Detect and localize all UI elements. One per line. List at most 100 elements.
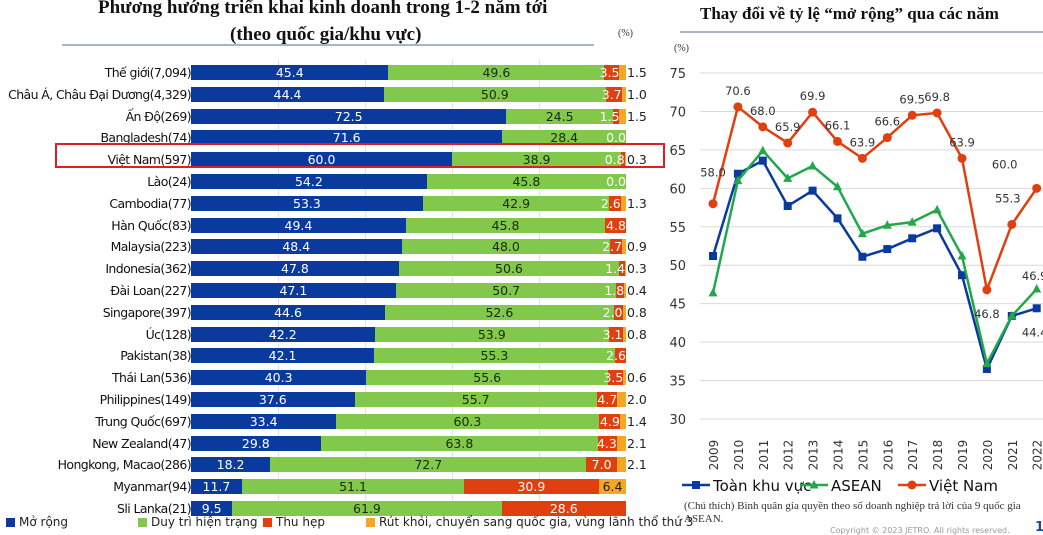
bar-segment: [191, 86, 385, 102]
data-point-circle: [808, 107, 818, 117]
data-label: 49.6: [482, 65, 511, 80]
data-label: 0.3: [627, 261, 647, 277]
y-tick-label: 55: [669, 221, 686, 236]
bar-segment: [232, 501, 502, 516]
data-point-circle: [932, 108, 942, 118]
bar-segment: [422, 195, 610, 211]
data-label: 33.4: [249, 413, 278, 429]
legend-label: Toàn khu vực: [712, 477, 811, 495]
bar-segment: [501, 501, 626, 516]
data-label: 60.3: [453, 413, 482, 429]
bar-segment: [619, 261, 626, 277]
page-number: 1: [1035, 520, 1043, 535]
data-label: 4.3: [596, 435, 617, 451]
legend-item-rut-khoi: Rút khỏi, chuyển sang quốc gia, vùng lãn…: [366, 515, 693, 529]
bar-segment: [598, 435, 617, 451]
legend-item-mo-rong: Mở rộng: [6, 515, 68, 529]
bar-segment: [586, 457, 617, 473]
data-point-circle: [857, 153, 867, 163]
bar-segment: [398, 261, 620, 277]
bar-chart-title: Phương hướng triển khai kinh doanh trong…: [98, 0, 548, 18]
data-point-triangle: [932, 204, 942, 214]
bar-segment: [191, 457, 271, 473]
data-point-square: [858, 252, 867, 261]
bar-segment: [354, 392, 597, 407]
data-point-circle: [783, 138, 793, 148]
data-point-square: [982, 365, 991, 374]
category-label: Hàn Quốc(83): [111, 217, 191, 233]
bar-segment: [621, 152, 625, 168]
data-label: 44.4: [273, 86, 302, 102]
y-tick-label: 70: [669, 105, 686, 120]
data-label: 1.4: [605, 261, 626, 277]
legend-swatch: [366, 517, 375, 527]
bar-segment: [191, 435, 321, 451]
data-label: 45.4: [275, 65, 304, 80]
bar-segment: [191, 195, 423, 211]
bar-segment: [616, 283, 625, 298]
bar-segment: [191, 65, 389, 80]
bar-segment: [608, 370, 624, 386]
data-label: 50.9: [480, 86, 509, 102]
data-label: 1.5: [599, 108, 620, 124]
legend-marker-square: [692, 481, 700, 489]
category-label: Cambodia(77): [109, 195, 191, 211]
data-label: 3.1: [602, 326, 623, 342]
data-label: 69.8: [924, 90, 950, 104]
data-label: 45.8: [512, 174, 541, 189]
bar-segment: [191, 413, 337, 429]
bar-segment: [619, 413, 626, 429]
data-label: 48.0: [492, 239, 520, 255]
series-line: [711, 148, 1038, 368]
data-label: 18.2: [216, 457, 245, 473]
data-label: 3.7: [601, 86, 622, 102]
data-point-triangle: [1032, 284, 1042, 293]
bar-segment: [191, 174, 427, 189]
x-tick-label: 2021: [1006, 440, 1020, 471]
chart-note: (Chú thích) Bình quân gia quyền theo số …: [684, 500, 1021, 525]
data-label: 55.3: [480, 348, 509, 364]
data-label: 52.6: [485, 304, 514, 320]
data-label: 1.4: [627, 413, 647, 429]
data-point-square: [883, 245, 892, 254]
bar-segment: [616, 435, 626, 451]
bar-segment: [613, 304, 623, 320]
data-label: 37.6: [258, 392, 287, 407]
data-label: 0.9: [627, 239, 647, 255]
data-label: 72.7: [414, 457, 443, 473]
data-label: 49.4: [284, 217, 313, 233]
y-tick-label: 45: [669, 298, 686, 313]
data-label: 54.2: [294, 174, 323, 189]
x-tick-label: 2015: [856, 440, 870, 471]
data-label: 47.8: [281, 261, 309, 277]
y-tick-label: 30: [669, 413, 686, 428]
data-point-circle: [982, 285, 992, 295]
data-label: 4.7: [597, 392, 618, 407]
line-chart-title: Thay đổi về tỷ lệ “mở rộng” qua các năm: [700, 4, 999, 23]
bar-segment: [426, 174, 626, 189]
bar-unit-label: (%): [618, 28, 633, 39]
line-title-rule: [680, 31, 1043, 33]
bar-segment: [191, 479, 242, 495]
category-label: Châu Á, Châu Đại Dương(4,329): [8, 86, 192, 102]
data-point-circle: [957, 153, 967, 163]
bar-segment: [598, 413, 620, 429]
category-label: Philippines(149): [99, 392, 192, 407]
data-point-square: [783, 202, 792, 211]
data-label: 30.9: [517, 479, 546, 495]
data-point-square: [709, 251, 717, 260]
y-tick-label: 75: [669, 67, 686, 82]
bar-segment: [464, 479, 599, 495]
data-label: 71.6: [332, 130, 361, 146]
data-label: 0.0: [606, 174, 626, 189]
legend-swatch: [138, 517, 147, 527]
data-label: 0.4: [627, 283, 647, 298]
data-label: 63.9: [949, 135, 975, 149]
category-label: Trung Quốc(697): [95, 413, 191, 429]
bar-segment: [405, 217, 606, 233]
data-point-triangle: [808, 161, 818, 170]
data-label: 0.3: [627, 152, 647, 168]
data-label: 63.9: [850, 135, 876, 149]
data-point-circle: [733, 102, 743, 112]
data-point-circle: [882, 133, 892, 143]
